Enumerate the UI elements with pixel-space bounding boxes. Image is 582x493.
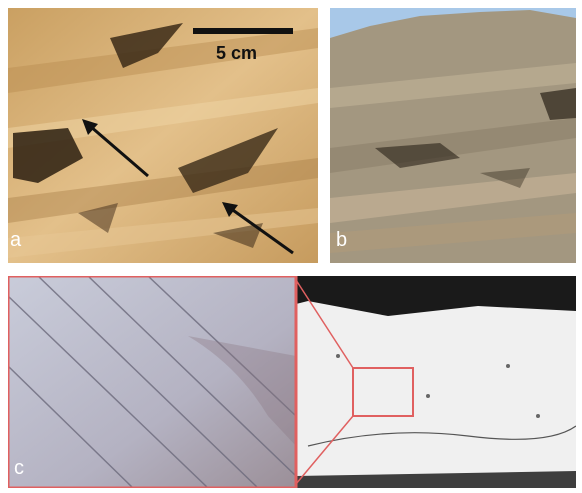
arrow-icon — [222, 202, 294, 255]
arrow-icon — [82, 119, 149, 178]
panel-label-c: c — [14, 457, 24, 479]
inset-frame — [8, 276, 298, 488]
inset-box — [352, 367, 414, 417]
thin-section-micrograph — [8, 276, 576, 488]
photo-panel-b — [330, 8, 576, 263]
photo-panel-a — [8, 8, 318, 263]
panel-label-b: b — [336, 229, 348, 251]
photo-panel-c — [8, 276, 576, 488]
scale-bar-label: 5 cm — [216, 43, 258, 63]
rock-closeup-photo — [8, 8, 318, 263]
scale-bar — [193, 28, 293, 34]
outcrop-photo — [330, 8, 576, 263]
panel-label-a: a — [10, 229, 22, 251]
